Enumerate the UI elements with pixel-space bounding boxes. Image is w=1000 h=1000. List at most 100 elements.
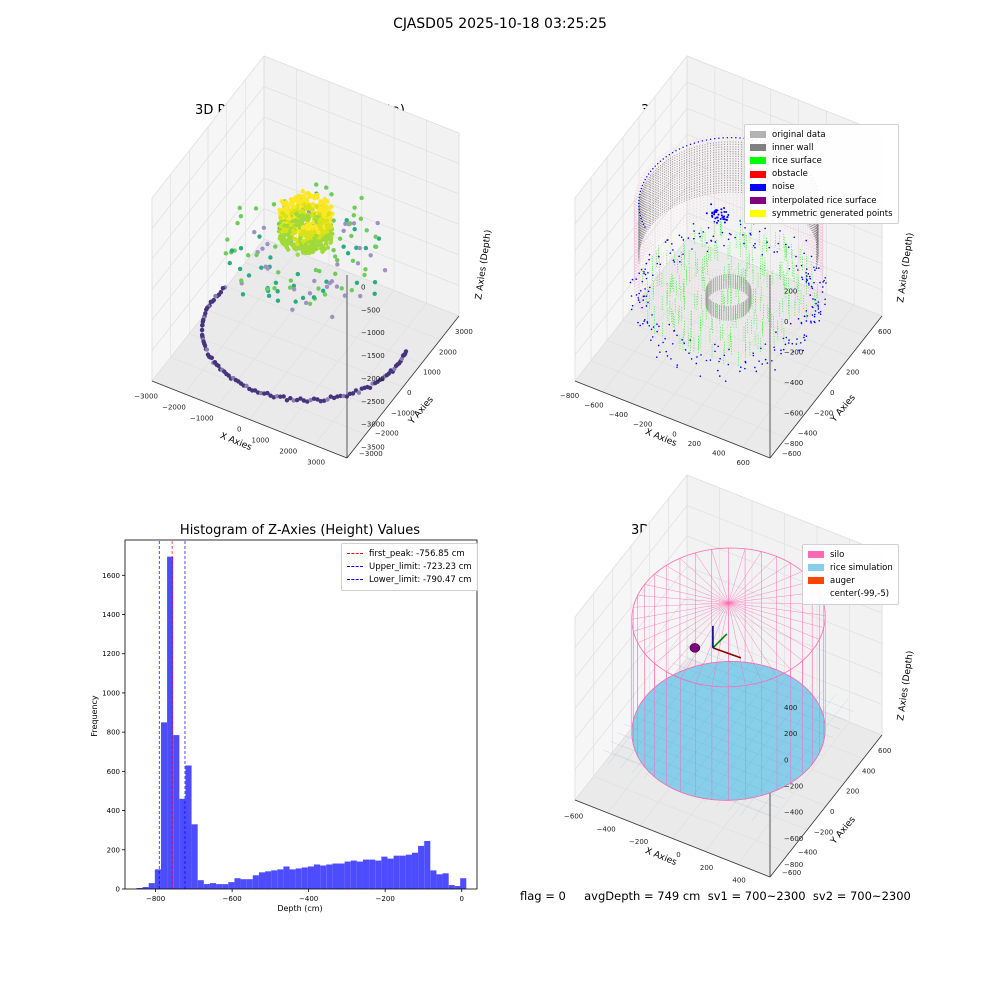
histogram-bar [344, 861, 351, 889]
noise-point [692, 222, 695, 225]
noise-point [665, 156, 667, 158]
legend-label: auger [830, 575, 855, 586]
noise-point [799, 341, 802, 344]
legend-entry: Upper_limit: -723.23 cm [347, 560, 472, 573]
noise-point [644, 178, 646, 181]
noise-point [644, 226, 646, 228]
histogram-bar [454, 886, 461, 889]
scatter-point [301, 232, 307, 238]
classify-y-tick: 400 [862, 348, 875, 356]
classify-z-tick: −400 [784, 379, 803, 387]
raw-z-tick: −3500 [361, 444, 385, 452]
classify-z-tick-labels: 200 0 −200 −400 −600 −800 [784, 287, 803, 448]
noise-point [631, 278, 634, 281]
scatter-point [254, 252, 259, 258]
scatter-point [199, 327, 205, 333]
histogram-y-axis-label: Frequency [90, 695, 99, 737]
scatter-point [323, 185, 329, 190]
scatter-point [200, 323, 205, 328]
x-tick-label: −200 [376, 895, 395, 903]
scatter-point [293, 218, 298, 223]
noise-point [651, 336, 654, 338]
scatter-point [376, 236, 382, 241]
silo-roof-line [637, 602, 729, 644]
legend-label: first_peak: -756.85 cm [369, 548, 465, 559]
noise-point [718, 375, 721, 377]
histogram-bar [209, 883, 217, 889]
noise-point [808, 284, 810, 286]
noise-point [726, 216, 729, 219]
noise-point [824, 277, 827, 279]
noise-point [655, 356, 658, 358]
histogram-bar [283, 866, 290, 889]
scatter-point [362, 272, 367, 278]
noise-point [706, 242, 708, 244]
scatter-point [291, 287, 297, 292]
simulation-y-tick: 0 [830, 808, 834, 816]
noise-point [780, 349, 782, 352]
scatter-point [223, 251, 229, 256]
legend-entry: center(-99,-5) [808, 588, 893, 601]
noise-point [698, 232, 701, 235]
scatter-point [350, 391, 356, 396]
histogram-bar [326, 864, 333, 889]
noise-point [670, 358, 672, 360]
noise-point [662, 158, 664, 160]
noise-point [810, 285, 813, 288]
histogram-bar [393, 855, 400, 889]
legend-label: rice surface [772, 155, 822, 166]
simulation-y-tick-labels: −600 −400 −200 0 200 400 600 [782, 747, 891, 877]
noise-point [638, 199, 640, 202]
scatter-point [239, 278, 244, 283]
scatter-point [297, 218, 302, 224]
scatter-point [386, 371, 392, 376]
noise-point [782, 337, 785, 340]
scatter-point [372, 291, 377, 296]
classify-z-tick: 0 [784, 318, 788, 326]
simulation-z-tick: −200 [784, 783, 803, 791]
scatter-point [265, 241, 270, 247]
scatter-point [279, 238, 284, 244]
scatter-point [260, 246, 265, 251]
raw-y-tick: 2000 [439, 348, 457, 356]
noise-point [726, 136, 729, 139]
noise-point [792, 350, 795, 353]
legend-line [347, 553, 363, 555]
scatter-point [298, 209, 303, 214]
rice-mesh-line [692, 674, 789, 797]
scatter-point [367, 385, 373, 390]
histogram-bar [301, 867, 308, 889]
figure-title: CJASD05 2025-10-18 03:25:25 [393, 16, 607, 32]
noise-point [629, 281, 632, 284]
noise-point [656, 330, 658, 333]
noise-point [813, 320, 815, 323]
noise-point [701, 140, 704, 142]
scatter-point [354, 280, 360, 285]
x-tick-label: −600 [223, 895, 242, 903]
noise-point [662, 341, 664, 344]
histogram-bar [179, 798, 186, 889]
silo-roof-line [654, 602, 729, 664]
classify-z-axis-label: Z Axies (Depth) [896, 232, 916, 303]
scatter-point [297, 236, 303, 241]
grid-line [686, 186, 883, 265]
raw-z-tick: −3000 [361, 421, 385, 429]
histogram-bar [258, 872, 266, 889]
histogram-bar [424, 840, 431, 889]
noise-point [716, 216, 719, 219]
silo-roof-line [728, 548, 746, 603]
raw-y-tick: 0 [407, 389, 411, 397]
classify-y-tick: −600 [782, 450, 801, 458]
noise-point [717, 213, 720, 216]
scatter-point [308, 239, 314, 244]
scatter-point [325, 198, 330, 204]
silo-roof-line [728, 602, 824, 628]
noise-point [740, 366, 742, 368]
noise-point [657, 344, 660, 347]
histogram-bar [203, 884, 210, 889]
noise-point [764, 343, 767, 345]
noise-point [744, 367, 746, 370]
legend-label: interpolated rice surface [772, 195, 877, 206]
noise-point [720, 214, 723, 217]
noise-point [810, 321, 812, 324]
